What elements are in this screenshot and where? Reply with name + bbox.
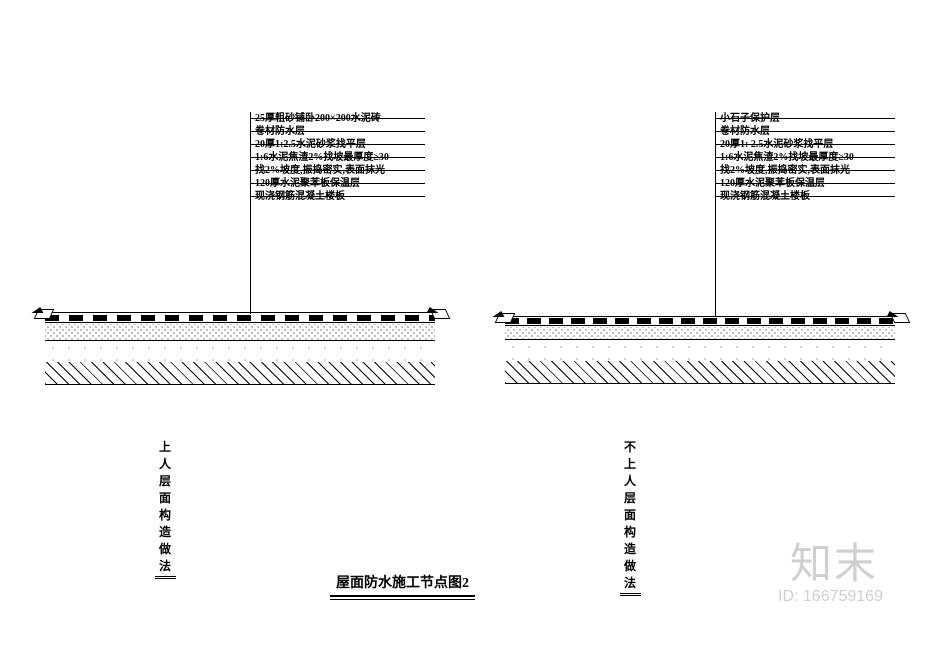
caption-left: 上人层面构造做法 <box>155 438 176 579</box>
leader-line <box>250 118 425 119</box>
leader-line <box>715 183 895 184</box>
section-right <box>505 316 895 388</box>
leader-line <box>715 170 895 171</box>
leader-line <box>250 144 425 145</box>
leader-line <box>715 157 895 158</box>
flashing-endcap <box>890 313 911 323</box>
leader-line <box>250 157 425 158</box>
leader-line <box>715 112 716 316</box>
watermark-brand: 知末 <box>790 530 878 591</box>
leader-line <box>715 118 895 119</box>
leader-line <box>250 196 425 197</box>
flashing-endcap <box>430 309 451 319</box>
leader-line <box>715 144 895 145</box>
watermark-id: ID: 166759169 <box>778 588 883 606</box>
leader-line <box>715 196 895 197</box>
section-left <box>45 312 435 388</box>
leader-line <box>250 183 425 184</box>
leader-line <box>250 112 251 314</box>
figure-title: 屋面防水施工节点图2 <box>330 572 475 600</box>
leader-line <box>715 131 895 132</box>
leader-line <box>250 170 425 171</box>
caption-right: 不上人层面构造做法 <box>620 438 641 596</box>
leader-line <box>250 131 425 132</box>
